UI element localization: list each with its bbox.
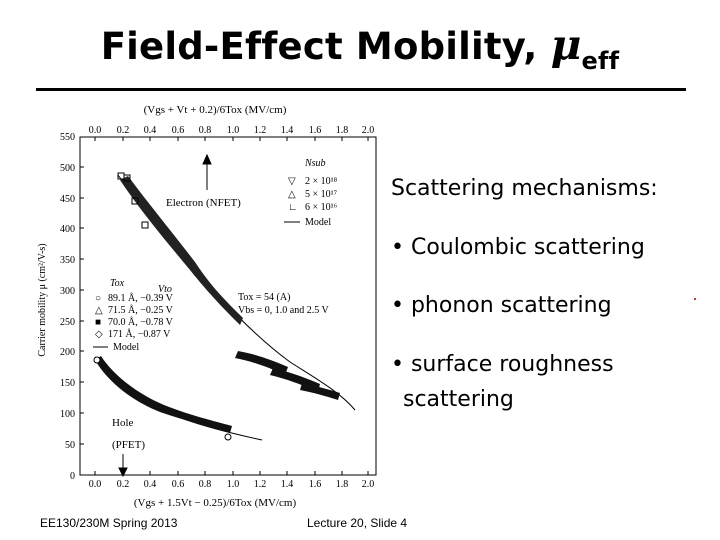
tick-label: 2.0 (362, 125, 375, 136)
tick-label: 0.0 (89, 125, 102, 136)
stray-dot (694, 298, 696, 300)
tick-label: 0.6 (172, 479, 185, 490)
tick-label: 1.2 (254, 125, 267, 136)
annotation-arrows (118, 153, 212, 478)
tick-label: 0.8 (199, 125, 212, 136)
tick-label: 0.4 (144, 125, 157, 136)
tick-label: 1.8 (336, 125, 349, 136)
hole-marker-band (95, 356, 232, 433)
y-axis-label: Carrier mobility μ (cm²/V-s) (37, 243, 48, 356)
tick-label: 1.0 (227, 479, 240, 490)
tick-label: 250 (60, 317, 75, 328)
tick-label: 0.2 (117, 479, 130, 490)
top-axis-label: (Vgs + Vt + 0.2)/6Tox (MV/cm) (144, 104, 287, 116)
marker (141, 221, 149, 229)
legend-model: Model (305, 217, 331, 228)
condition-line: Vbs = 0, 1.0 and 2.5 V (238, 305, 330, 316)
tick-label: 0.6 (172, 125, 185, 136)
bullet-item: • Coulombic scattering (391, 235, 645, 260)
legend-item: 71.5 Å, −0.25 V (108, 304, 174, 316)
legend-item: 2 × 10¹⁸ (305, 176, 338, 187)
tick-label: 0 (70, 471, 75, 482)
conditions-text: Tox = 54 (A) Vbs = 0, 1.0 and 2.5 V (238, 292, 330, 316)
footer-slide-number: Lecture 20, Slide 4 (307, 516, 408, 530)
tick-label: 1.6 (309, 479, 322, 490)
title-divider (36, 88, 686, 91)
legend-symbol: ○ (95, 293, 101, 304)
legend-symbol: ▽ (288, 176, 296, 187)
legend-item: 171 Å, −0.87 V (108, 328, 171, 340)
legend-item: 5 × 10¹⁷ (305, 189, 338, 200)
tick-marks (80, 137, 369, 475)
pfet-label: (PFET) (112, 439, 145, 451)
legend-item: 89.1 Å, −0.39 V (108, 292, 174, 304)
y-ticks: 0 50 100 150 200 250 300 350 400 450 500… (60, 132, 75, 482)
tick-label: 2.0 (362, 479, 375, 490)
marker (131, 197, 139, 205)
tick-label: 150 (60, 378, 75, 389)
tick-label: 350 (60, 255, 75, 266)
mu-symbol: μ (550, 20, 582, 69)
electron-data (117, 172, 356, 411)
mobility-figure: Carrier mobility μ (cm²/V-s) (Vgs + Vt +… (37, 104, 377, 509)
tick-label: 200 (60, 347, 75, 358)
legend-item: 6 × 10¹⁶ (305, 202, 338, 213)
tick-label: 450 (60, 194, 75, 205)
legend-title: Tox (110, 278, 125, 289)
tick-label: 400 (60, 224, 75, 235)
legend-title: Nsub (304, 158, 326, 169)
title-text: Field-Effect Mobility, (100, 25, 551, 68)
legend-model: Model (113, 342, 139, 353)
tick-label: 1.0 (227, 125, 240, 136)
tick-label: 1.6 (309, 125, 322, 136)
tick-label: 50 (65, 440, 75, 451)
footer-course: EE130/230M Spring 2013 (40, 516, 178, 530)
top-x-ticks: 0.0 0.2 0.4 0.6 0.8 1.0 1.2 1.4 1.6 1.8 … (89, 125, 375, 136)
tick-label: 1.4 (281, 125, 294, 136)
bottom-x-ticks: 0.0 0.2 0.4 0.6 0.8 1.0 1.2 1.4 1.6 1.8 … (89, 479, 375, 490)
tox-legend: Tox Vto ○ 89.1 Å, −0.39 V △ 71.5 Å, −0.2… (93, 278, 174, 353)
bullet-item-continuation: scattering (403, 387, 514, 412)
tick-label: 550 (60, 132, 75, 143)
title-subscript: eff (581, 47, 620, 75)
electron-marker-band (120, 176, 243, 325)
tick-label: 0.4 (144, 479, 157, 490)
legend-symbol: ■ (95, 317, 101, 328)
bottom-axis-label: (Vgs + 1.5Vt − 0.25)/6Tox (MV/cm) (134, 497, 297, 509)
marker (123, 174, 131, 182)
legend-symbol: △ (95, 305, 103, 316)
tick-label: 0.8 (199, 479, 212, 490)
tick-label: 0.2 (117, 125, 130, 136)
legend-item: 70.0 Å, −0.78 V (108, 316, 174, 328)
tick-label: 1.4 (281, 479, 294, 490)
bullet-item: • surface roughness (391, 352, 614, 377)
marker (224, 433, 232, 441)
plot-frame (79, 136, 377, 476)
hole-data (93, 356, 263, 441)
legend-col-vt: Vto (158, 284, 172, 295)
hole-label: Hole (112, 417, 134, 429)
bullet-item: • phonon scattering (391, 293, 612, 318)
tick-label: 300 (60, 286, 75, 297)
legend-symbol: △ (288, 189, 296, 200)
tick-label: 1.2 (254, 479, 267, 490)
tick-label: 100 (60, 409, 75, 420)
nsub-legend: Nsub ▽ 2 × 10¹⁸ △ 5 × 10¹⁷ ∟ 6 × 10¹⁶ Mo… (284, 158, 338, 228)
electron-marker-band-4 (300, 383, 340, 400)
marker (93, 356, 101, 364)
tick-label: 500 (60, 163, 75, 174)
legend-symbol: ∟ (288, 202, 298, 213)
slide-title: Field-Effect Mobility, μeff (0, 20, 720, 75)
bullet-heading: Scattering mechanisms: (391, 176, 658, 201)
condition-line: Tox = 54 (A) (238, 292, 290, 303)
tick-label: 0.0 (89, 479, 102, 490)
tick-label: 1.8 (336, 479, 349, 490)
legend-symbol: ◇ (95, 329, 103, 340)
electron-label: Electron (NFET) (166, 197, 241, 209)
